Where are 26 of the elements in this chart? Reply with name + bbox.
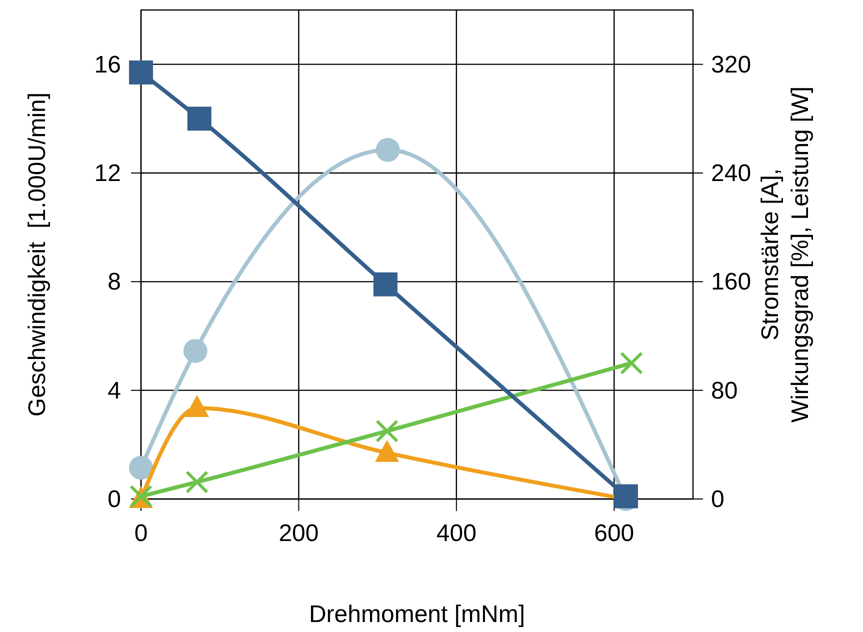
point bbox=[376, 138, 400, 162]
point bbox=[376, 420, 399, 443]
x-tick-label: 600 bbox=[594, 520, 634, 547]
y2-tick-label: 160 bbox=[711, 268, 752, 296]
x-tick-label: 0 bbox=[134, 520, 148, 547]
point bbox=[185, 470, 208, 494]
x-axis-title: Drehmoment [mNm] bbox=[308, 601, 526, 628]
y2-axis-title: Stromstärke [A], Wirkungsgrad [%], Leistung [W] bbox=[757, 86, 814, 423]
point bbox=[129, 60, 153, 84]
x-tick-label: 200 bbox=[278, 520, 319, 547]
y-axis-title: Geschwindigkeit [1.000U/min] bbox=[24, 92, 51, 417]
x-tick-label: 400 bbox=[436, 520, 476, 547]
y-tick-label: 8 bbox=[108, 268, 121, 296]
y2-tick-label: 240 bbox=[711, 160, 752, 187]
y2-tick-label: 0 bbox=[711, 486, 724, 513]
point bbox=[620, 352, 643, 375]
y-tick-label: 16 bbox=[94, 51, 121, 78]
y-tick-label: 4 bbox=[108, 377, 121, 404]
point bbox=[183, 338, 208, 363]
y2-tick-label: 320 bbox=[711, 51, 752, 78]
y-tick-label: 0 bbox=[108, 486, 121, 513]
y2-tick-label: 80 bbox=[711, 377, 738, 404]
y-tick-label: 12 bbox=[94, 160, 121, 187]
point bbox=[373, 272, 398, 296]
point bbox=[129, 456, 153, 480]
point bbox=[187, 106, 212, 131]
